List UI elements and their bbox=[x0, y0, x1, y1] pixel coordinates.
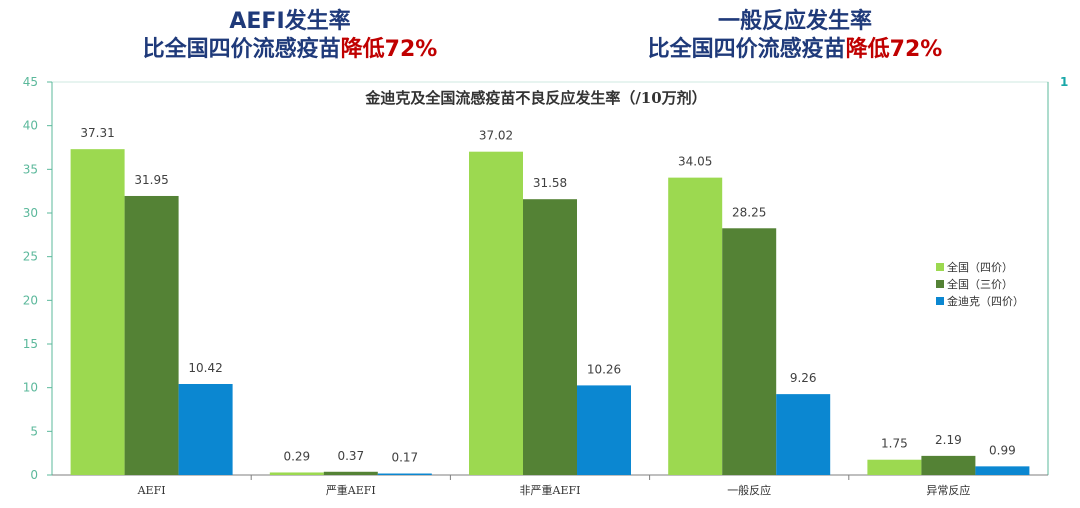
legend-swatch bbox=[936, 297, 944, 305]
bar bbox=[867, 459, 922, 475]
y-tick-label: 25 bbox=[23, 250, 38, 264]
x-tick-label: AEFI bbox=[137, 484, 166, 497]
bar bbox=[975, 466, 1030, 475]
data-label: 37.31 bbox=[80, 126, 114, 140]
bar bbox=[124, 195, 179, 475]
bar bbox=[523, 199, 577, 475]
data-label: 34.05 bbox=[678, 155, 712, 169]
legend-label: 全国（四价） bbox=[947, 260, 1013, 274]
bar bbox=[722, 228, 777, 475]
headline-aefi-line2: 比全国四价流感疫苗降低72% bbox=[80, 36, 500, 64]
x-tick-label: 严重AEFI bbox=[326, 483, 376, 497]
y2-axis-tick-label: 1 bbox=[1060, 75, 1068, 89]
data-label: 10.42 bbox=[188, 361, 222, 375]
y-tick-label: 10 bbox=[23, 381, 38, 395]
bar bbox=[776, 394, 831, 475]
y-tick-label: 20 bbox=[23, 293, 38, 307]
bar bbox=[577, 385, 631, 475]
bar bbox=[323, 471, 378, 475]
headline-general-highlight: 降低72% bbox=[845, 37, 943, 62]
data-label: 31.58 bbox=[533, 176, 567, 190]
y-tick-label: 35 bbox=[23, 162, 38, 176]
bar bbox=[668, 177, 723, 475]
legend-label: 金迪克（四价） bbox=[947, 294, 1024, 308]
x-tick-label: 一般反应 bbox=[727, 483, 771, 497]
y-tick-label: 15 bbox=[23, 337, 38, 351]
y-tick-label: 45 bbox=[23, 75, 38, 89]
headline-aefi: AEFI发生率 比全国四价流感疫苗降低72% bbox=[80, 8, 500, 64]
data-label: 0.99 bbox=[989, 443, 1016, 457]
headline-aefi-line1: AEFI发生率 bbox=[229, 9, 351, 34]
x-tick-label: 异常反应 bbox=[926, 483, 970, 497]
bar bbox=[269, 472, 324, 475]
headline-general-reaction: 一般反应发生率 比全国四价流感疫苗降低72% bbox=[580, 8, 1010, 64]
headline-aefi-highlight: 降低72% bbox=[340, 37, 438, 62]
legend-swatch bbox=[936, 280, 944, 288]
y-tick-label: 0 bbox=[30, 468, 38, 482]
headline-general-prefix: 比全国四价流感疫苗 bbox=[647, 37, 846, 62]
data-label: 37.02 bbox=[479, 129, 513, 143]
chart-title: 金迪克及全国流感疫苗不良反应发生率（/10万剂） bbox=[364, 89, 706, 107]
legend-swatch bbox=[936, 263, 944, 271]
headline-general-line2: 比全国四价流感疫苗降低72% bbox=[580, 36, 1010, 64]
bar bbox=[921, 455, 976, 475]
y-tick-label: 30 bbox=[23, 206, 38, 220]
headline-general-line1: 一般反应发生率 bbox=[717, 9, 872, 34]
data-label: 10.26 bbox=[587, 362, 621, 376]
data-label: 1.75 bbox=[881, 437, 908, 451]
data-label: 9.26 bbox=[790, 371, 817, 385]
bar bbox=[178, 383, 233, 475]
x-tick-label: 非严重AEFI bbox=[520, 483, 581, 497]
data-label: 31.95 bbox=[134, 173, 168, 187]
y-tick-label: 40 bbox=[23, 119, 38, 133]
y-tick-label: 5 bbox=[30, 424, 38, 438]
data-label: 28.25 bbox=[732, 205, 766, 219]
headline-aefi-prefix: 比全国四价流感疫苗 bbox=[142, 37, 341, 62]
bar bbox=[377, 473, 432, 475]
data-label: 0.37 bbox=[337, 449, 364, 463]
data-label: 2.19 bbox=[935, 433, 962, 447]
bar bbox=[70, 149, 125, 475]
data-label: 0.29 bbox=[283, 449, 310, 463]
data-label: 0.17 bbox=[391, 451, 418, 465]
bar bbox=[469, 151, 523, 475]
legend-label: 全国（三价） bbox=[947, 277, 1013, 291]
